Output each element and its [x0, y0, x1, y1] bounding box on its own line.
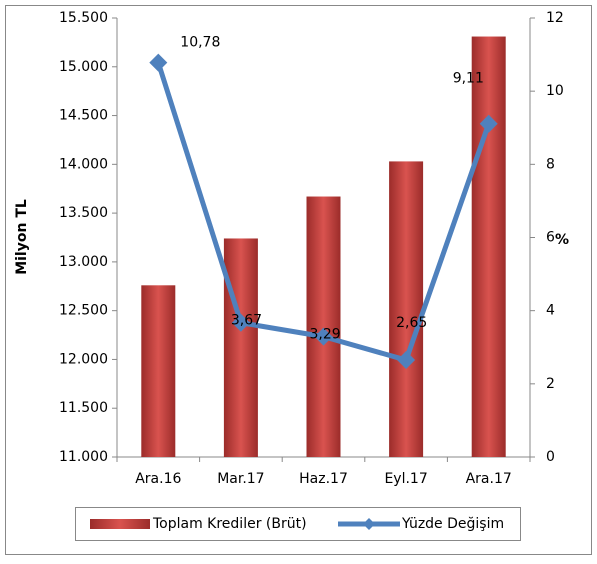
data-label: 2,65	[396, 315, 427, 331]
legend-label: Yüzde Değişim	[401, 516, 504, 532]
y-tick-label: 13.000	[59, 254, 108, 270]
y-tick-label: 15.500	[59, 10, 108, 26]
y-tick-label: 14.500	[59, 108, 108, 124]
data-label: 3,67	[231, 313, 262, 329]
y-axis-label: Milyon TL	[14, 199, 30, 275]
data-label: 9,11	[453, 71, 484, 87]
legend-swatch	[90, 519, 150, 529]
y2-tick-label: 12	[546, 10, 564, 26]
x-tick-label: Mar.17	[217, 471, 264, 487]
y-tick-label: 15.000	[59, 59, 108, 75]
y-tick-label: 12.000	[59, 351, 108, 367]
y2-tick-label: 0	[546, 449, 555, 465]
y-tick-label: 11.000	[59, 449, 108, 465]
y2-tick-label: 10	[546, 83, 564, 99]
y2-axis-label: %	[555, 232, 569, 248]
line-marker	[479, 114, 498, 133]
line-marker	[397, 351, 416, 370]
y-tick-label: 11.500	[59, 400, 108, 416]
bar	[141, 285, 176, 457]
bar	[223, 238, 258, 457]
y2-tick-label: 8	[546, 156, 555, 172]
data-label: 10,78	[180, 35, 220, 51]
x-tick-label: Haz.17	[299, 471, 348, 487]
y2-tick-label: 6	[546, 230, 555, 246]
data-label: 3,29	[310, 327, 341, 343]
y-tick-label: 13.500	[59, 205, 108, 221]
line-marker	[231, 313, 250, 332]
x-tick-label: Ara.17	[466, 471, 512, 487]
x-tick-label: Ara.16	[135, 471, 181, 487]
legend-label: Toplam Krediler (Brüt)	[152, 516, 307, 532]
y-tick-label: 14.000	[59, 156, 108, 172]
bar	[471, 36, 506, 458]
y2-tick-label: 4	[546, 303, 555, 319]
line-marker	[149, 53, 168, 72]
line-marker	[314, 327, 333, 346]
y2-tick-label: 2	[546, 376, 555, 392]
legend-swatch	[363, 518, 375, 530]
bar	[389, 161, 424, 457]
y-tick-label: 12.500	[59, 303, 108, 319]
bar	[306, 196, 341, 457]
x-tick-label: Eyl.17	[384, 471, 427, 487]
